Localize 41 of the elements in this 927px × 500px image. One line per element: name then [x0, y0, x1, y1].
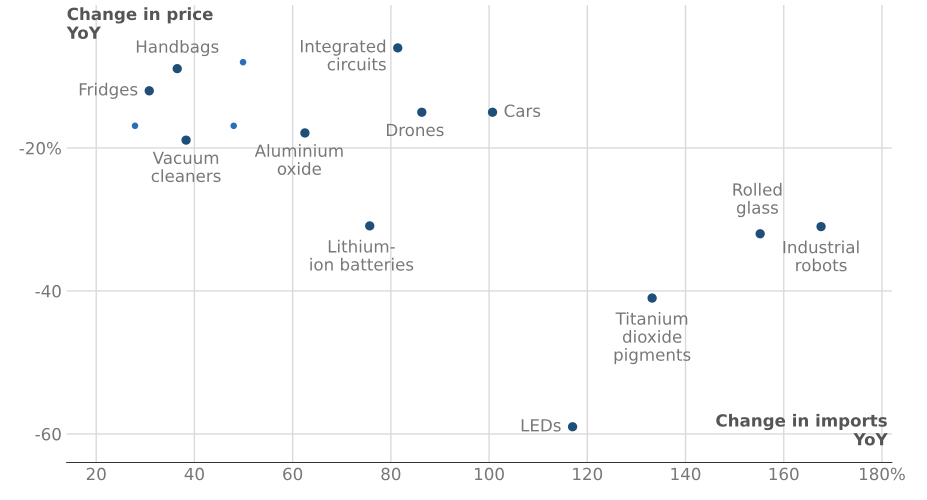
x-tick-label: 160 [770, 468, 799, 480]
annotation: Industrial robots [784, 240, 859, 272]
point [300, 128, 310, 138]
annotation: Fridges [80, 82, 138, 99]
y-tick-label: -60 [35, 428, 61, 440]
annotation: Titanium dioxide pigments [614, 312, 690, 364]
point [144, 86, 154, 96]
x-axis-title: Change in imports YoY [716, 414, 888, 446]
annotation: Vacuum cleaners [152, 152, 221, 182]
x-tick-label: 100 [475, 468, 504, 480]
x-tick-label: 180% [860, 468, 905, 480]
y-tick-label: -40 [35, 284, 61, 298]
x-tick-label: 80 [381, 468, 400, 480]
point [647, 293, 657, 303]
annotation: Integrated circuits [300, 40, 386, 70]
point [756, 229, 765, 238]
point [172, 64, 182, 74]
x-tick-label: 40 [184, 468, 204, 480]
annotation: LEDs [522, 419, 561, 432]
annotation: Lithium- ion batteries [310, 240, 414, 271]
point [240, 58, 246, 66]
x-tick-label: 140 [671, 468, 700, 480]
point [181, 135, 191, 145]
x-tick-label: 60 [283, 468, 302, 480]
point [568, 422, 578, 432]
annotation: Rolled glass [733, 182, 782, 218]
x-tick-label: 120 [573, 468, 602, 480]
annotation: Cars [504, 104, 540, 118]
point [230, 122, 237, 130]
point [393, 43, 402, 53]
point [816, 222, 826, 232]
point [488, 108, 498, 117]
y-tick-label: -20% [20, 142, 61, 155]
y-axis-title: Change in price YoY [66, 7, 213, 39]
x-tick-label: 20 [86, 468, 106, 480]
annotation: Aluminium oxide [254, 144, 343, 175]
annotation: Drones [386, 124, 444, 136]
annotation: Handbags [136, 40, 218, 56]
point [132, 122, 138, 130]
point [365, 221, 374, 231]
point [417, 108, 426, 117]
